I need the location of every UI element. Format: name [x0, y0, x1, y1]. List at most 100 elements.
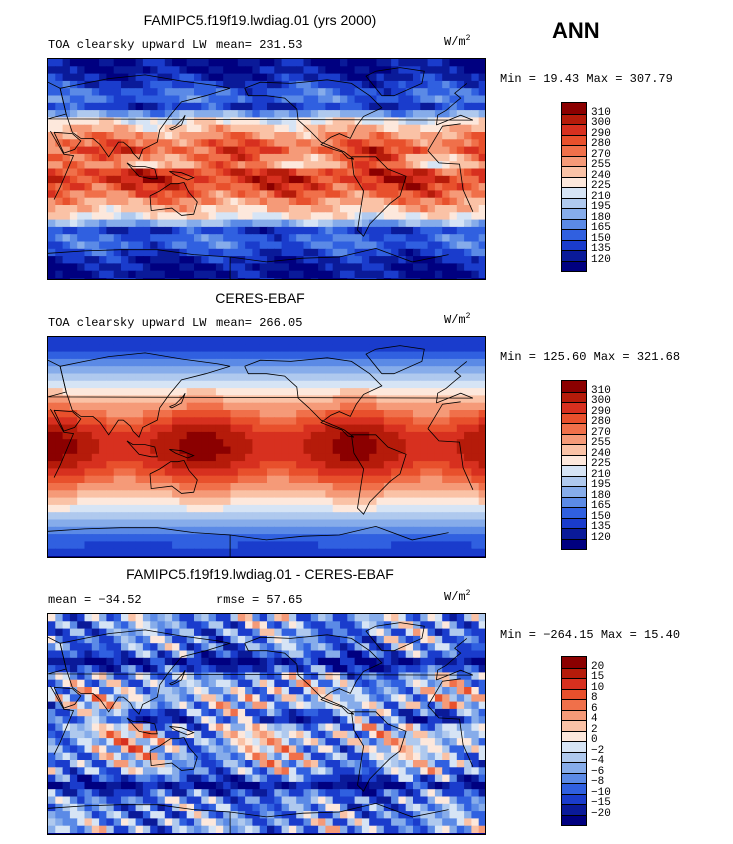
colorbar-box — [562, 145, 586, 156]
coastline — [351, 434, 407, 515]
colorbar-box — [562, 688, 586, 699]
colorbar-label: 20 — [591, 660, 605, 673]
colorbar-box — [562, 699, 586, 710]
colorbar-label: 300 — [591, 117, 611, 129]
coastline — [50, 123, 474, 212]
colorbar-box — [562, 709, 586, 720]
colorbar-box — [562, 486, 586, 497]
colorbar-label: 280 — [591, 416, 611, 428]
colorbar-box — [562, 475, 586, 486]
colorbar-box — [562, 783, 586, 794]
colorbar-box — [562, 113, 586, 124]
panel3-rmse: rmse = 57.65 — [216, 593, 303, 607]
colorbar-box — [562, 433, 586, 444]
coastline — [244, 634, 383, 715]
colorbar-box — [562, 793, 586, 804]
colorbar-label: 210 — [591, 190, 611, 203]
colorbar-label: −8 — [591, 776, 605, 788]
colorbar-label: 150 — [591, 232, 611, 245]
colorbar-box — [562, 391, 586, 402]
colorbar-box — [562, 218, 586, 229]
colorbar-box — [562, 155, 586, 166]
coastline — [244, 79, 383, 160]
coastline — [169, 392, 186, 409]
coastline — [50, 401, 474, 490]
colorbar-label: 210 — [591, 468, 611, 481]
colorbar-box — [562, 814, 586, 825]
panel1-minmax: Min = 19.43 Max = 307.79 — [500, 72, 673, 86]
panel3-colorbar — [561, 656, 587, 826]
coastline — [59, 352, 231, 438]
colorbar-label: 310 — [591, 384, 611, 397]
colorbar-box — [562, 412, 586, 423]
colorbar-label: 8 — [591, 692, 598, 704]
coastline — [169, 669, 186, 686]
colorbar-label: 180 — [591, 211, 611, 224]
panel2-subtitle: TOA clearsky upward LW — [48, 316, 207, 330]
colorbar-box — [562, 657, 586, 668]
colorbar-box — [562, 772, 586, 783]
coastline — [53, 131, 82, 154]
coastline — [126, 440, 158, 458]
colorbar-label: 300 — [591, 395, 611, 407]
panel1-units: W/m2 — [444, 34, 471, 49]
colorbar-box — [562, 741, 586, 752]
coastline — [48, 525, 449, 557]
colorbar-box — [562, 465, 586, 476]
panel2-units: W/m2 — [444, 312, 471, 327]
colorbar-label: 225 — [591, 458, 611, 470]
colorbar-box — [562, 166, 586, 177]
colorbar-box — [562, 730, 586, 741]
coastline — [365, 345, 425, 375]
panel3-units: W/m2 — [444, 589, 471, 604]
colorbar-label: −15 — [591, 797, 611, 809]
colorbar-box — [562, 402, 586, 413]
colorbar-label: 280 — [591, 138, 611, 150]
colorbar-label: 2 — [591, 723, 598, 736]
colorbar-label: 255 — [591, 159, 611, 171]
colorbar-box — [562, 720, 586, 731]
coastline — [169, 449, 195, 459]
colorbar-label: 165 — [591, 222, 611, 234]
map-field — [48, 337, 485, 557]
coastline — [50, 678, 474, 767]
coastline — [59, 629, 231, 715]
colorbar-box — [562, 538, 586, 549]
colorbar-label: −6 — [591, 765, 605, 778]
panel1-mean: mean= 231.53 — [216, 38, 303, 52]
colorbar-box — [562, 250, 586, 261]
colorbar-box — [562, 507, 586, 518]
colorbar-box — [562, 229, 586, 240]
colorbar-label: 270 — [591, 148, 611, 161]
colorbar-label: 240 — [591, 447, 611, 460]
panel3-mean: mean = −34.52 — [48, 593, 142, 607]
colorbar-label: 150 — [591, 510, 611, 523]
map-field — [48, 614, 485, 834]
coastline — [126, 162, 158, 180]
colorbar-label: 135 — [591, 521, 611, 533]
colorbar-label: 120 — [591, 531, 611, 544]
colorbar-label: 195 — [591, 201, 611, 213]
colorbar-box — [562, 176, 586, 187]
coastline — [59, 74, 231, 160]
colorbar-box — [562, 496, 586, 507]
colorbar-label: 255 — [591, 437, 611, 449]
colorbar-box — [562, 260, 586, 271]
colorbar-label: 290 — [591, 405, 611, 418]
colorbar-box — [562, 804, 586, 815]
colorbar-box — [562, 197, 586, 208]
colorbar-box — [562, 124, 586, 135]
colorbar-box — [562, 444, 586, 455]
colorbar-label: 165 — [591, 500, 611, 512]
colorbar-box — [562, 208, 586, 219]
colorbar-label: −4 — [591, 755, 605, 767]
colorbar-box — [562, 381, 586, 392]
coastline — [126, 717, 158, 735]
coastline — [169, 726, 195, 736]
panel1-map — [47, 58, 486, 280]
colorbar-label: −10 — [591, 786, 611, 799]
coastline — [149, 736, 198, 771]
coastline — [48, 802, 449, 834]
colorbar-label: 310 — [591, 106, 611, 119]
panel1-subtitle: TOA clearsky upward LW — [48, 38, 207, 52]
